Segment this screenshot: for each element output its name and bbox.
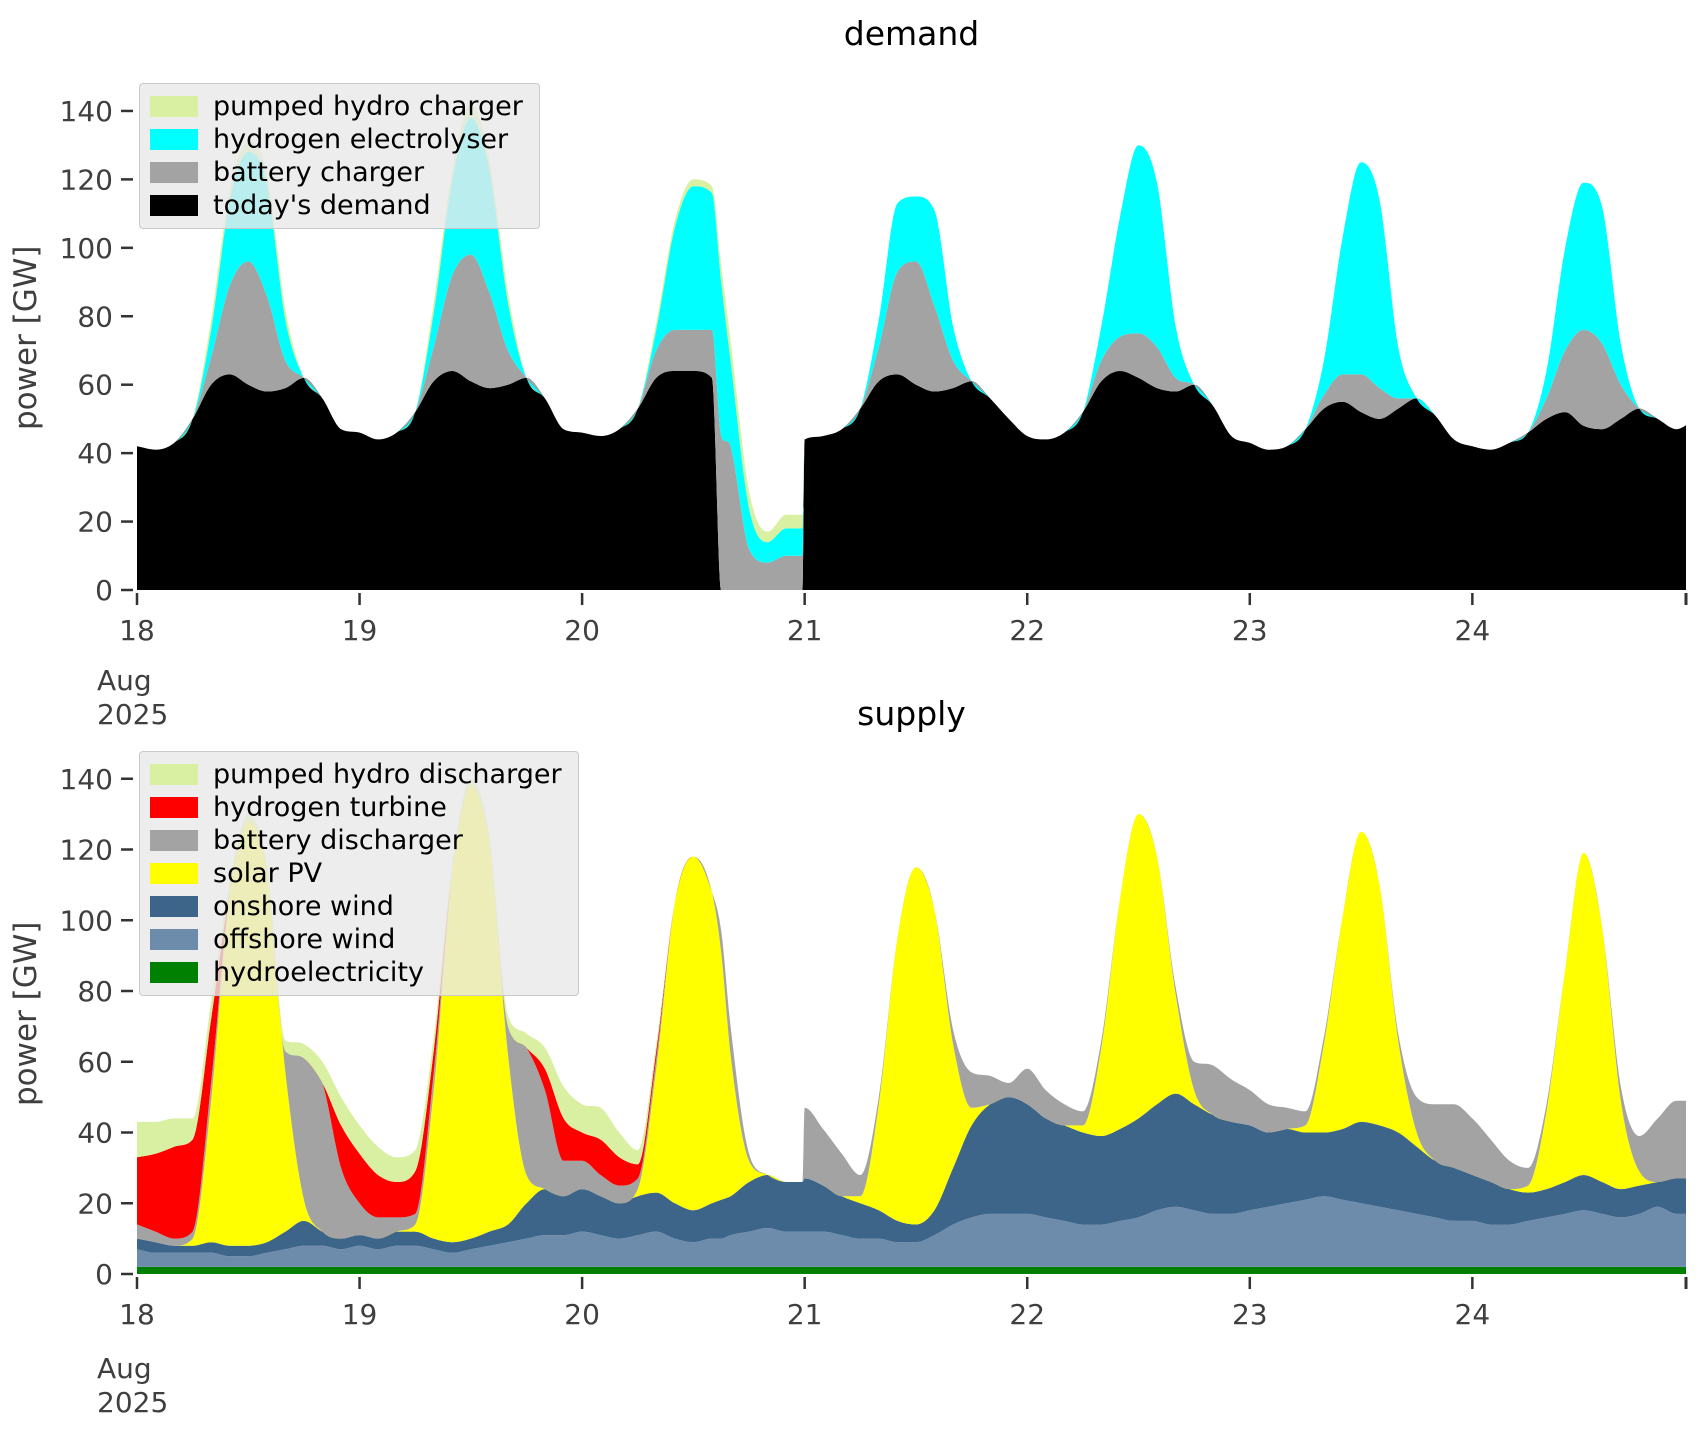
legend-swatch-icon <box>150 929 198 950</box>
tick-label: 80 <box>77 975 113 1008</box>
solar-pv-area <box>137 785 1686 1246</box>
onshore-wind-area <box>137 1093 1686 1257</box>
tick-label: 120 <box>60 834 113 867</box>
tick-label: 19 <box>342 614 378 647</box>
tick-label: 80 <box>77 300 113 333</box>
supply-chart-title: supply <box>857 694 966 733</box>
year-text: 2025 <box>97 1386 169 1419</box>
supply-legend: pumped hydro discharger hydrogen turbine b… <box>139 751 579 996</box>
tick-label: 120 <box>60 163 113 196</box>
legend-item-hydrogen-turbine: hydrogen turbine <box>150 792 562 823</box>
year-text: 2025 <box>97 698 169 731</box>
supply-x-axis-month-label: Aug 2025 <box>97 1352 168 1420</box>
tick-label: 40 <box>77 437 113 470</box>
tick-label: 22 <box>1009 1298 1045 1331</box>
legend-label: pumped hydro charger <box>213 91 523 122</box>
legend-label: offshore wind <box>213 924 396 955</box>
tick-label: 23 <box>1232 1298 1268 1331</box>
tick-label: 140 <box>60 95 113 128</box>
supply-chart-plot: 0 20 40 60 80 100 120 140 18 19 20 21 22 23 24 <box>60 763 1688 1331</box>
tick-label: 18 <box>119 1298 155 1331</box>
hydrogen-electrolyser-area <box>137 117 1686 563</box>
legend-item-pumped-hydro-charger: pumped hydro charger <box>150 91 523 122</box>
legend-label: battery charger <box>213 157 425 188</box>
legend-swatch-icon <box>150 162 198 183</box>
demand-chart-title: demand <box>843 14 980 53</box>
legend-item-today-s-demand: today's demand <box>150 190 523 221</box>
tick-label: 0 <box>95 1258 113 1291</box>
legend-item-battery-discharger: battery discharger <box>150 825 562 856</box>
legend-swatch-icon <box>150 764 198 785</box>
legend-swatch-icon <box>150 797 198 818</box>
legend-swatch-icon <box>150 830 198 851</box>
demand-chart-plot: 0 20 40 60 80 100 120 140 18 19 20 21 22 23 24 <box>60 95 1688 647</box>
tick-label: 24 <box>1455 1298 1491 1331</box>
tick-label: 140 <box>60 763 113 796</box>
tick-label: 21 <box>787 1298 823 1331</box>
offshore-wind-area <box>137 1196 1686 1267</box>
tick-label: 60 <box>77 369 113 402</box>
legend-swatch-icon <box>150 896 198 917</box>
tick-label: 60 <box>77 1046 113 1079</box>
legend-label: hydrogen turbine <box>213 792 447 823</box>
legend-label: battery discharger <box>213 825 463 856</box>
battery-charger-area <box>137 254 1686 590</box>
legend-label: pumped hydro discharger <box>213 759 562 790</box>
legend-label: today's demand <box>213 190 431 221</box>
supply-areas <box>137 778 1686 1274</box>
legend-swatch-icon <box>150 962 198 983</box>
tick-label: 0 <box>95 574 113 607</box>
tick-label: 40 <box>77 1117 113 1150</box>
legend-swatch-icon <box>150 96 198 117</box>
legend-item-pumped-hydro-discharger: pumped hydro discharger <box>150 759 562 790</box>
legend-swatch-icon <box>150 863 198 884</box>
month-text: Aug <box>97 664 152 697</box>
legend-label: solar PV <box>213 858 323 889</box>
battery-discharger-area <box>137 785 1686 1246</box>
tick-label: 22 <box>1009 614 1045 647</box>
tick-label: 20 <box>77 1187 113 1220</box>
tick-label: 100 <box>60 904 113 937</box>
demand-areas <box>137 104 1686 590</box>
legend-item-onshore-wind: onshore wind <box>150 891 562 922</box>
tick-label: 18 <box>119 614 155 647</box>
month-text: Aug <box>97 1352 152 1385</box>
today-s-demand-area <box>137 370 1686 590</box>
demand-legend: pumped hydro charger hydrogen electrolyse… <box>139 83 540 229</box>
legend-item-solar-pv: solar PV <box>150 858 562 889</box>
tick-label: 21 <box>787 614 823 647</box>
tick-label: 19 <box>342 1298 378 1331</box>
legend-swatch-icon <box>150 129 198 150</box>
tick-label: 100 <box>60 232 113 265</box>
legend-item-offshore-wind: offshore wind <box>150 924 562 955</box>
legend-item-battery-charger: battery charger <box>150 157 523 188</box>
legend-swatch-icon <box>150 195 198 216</box>
hydroelectricity-area <box>137 1266 1686 1274</box>
demand-x-axis-month-label: Aug 2025 <box>97 664 168 732</box>
legend-item-hydroelectricity: hydroelectricity <box>150 957 562 988</box>
tick-label: 24 <box>1455 614 1491 647</box>
tick-label: 20 <box>77 506 113 539</box>
tick-label: 23 <box>1232 614 1268 647</box>
tick-label: 20 <box>564 1298 600 1331</box>
legend-label: hydroelectricity <box>213 957 424 988</box>
legend-label: onshore wind <box>213 891 394 922</box>
tick-label: 20 <box>564 614 600 647</box>
legend-item-hydrogen-electrolyser: hydrogen electrolyser <box>150 124 523 155</box>
legend-label: hydrogen electrolyser <box>213 124 509 155</box>
